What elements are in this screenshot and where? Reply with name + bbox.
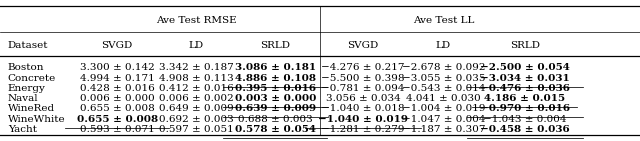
Text: 0.688 ± 0.003: 0.688 ± 0.003	[238, 115, 312, 124]
Text: −1.043 ± 0.004: −1.043 ± 0.004	[483, 115, 566, 124]
Text: 3.300 ± 0.142: 3.300 ± 0.142	[80, 63, 154, 72]
Text: WineRed: WineRed	[8, 104, 55, 114]
Text: −1.187 ± 0.307: −1.187 ± 0.307	[402, 125, 485, 134]
Text: −2.678 ± 0.092: −2.678 ± 0.092	[402, 63, 485, 72]
Text: −0.781 ± 0.094: −0.781 ± 0.094	[321, 84, 404, 93]
Text: Ave Test RMSE: Ave Test RMSE	[156, 16, 236, 25]
Text: Naval: Naval	[8, 94, 38, 103]
Text: Ave Test LL: Ave Test LL	[413, 16, 474, 25]
Text: 4.994 ± 0.171: 4.994 ± 0.171	[80, 74, 154, 83]
Text: 3.086 ± 0.181: 3.086 ± 0.181	[235, 63, 316, 72]
Text: 0.655 ± 0.008: 0.655 ± 0.008	[80, 104, 154, 114]
Text: 0.597 ± 0.051: 0.597 ± 0.051	[159, 125, 234, 134]
Text: 3.056 ± 0.034: 3.056 ± 0.034	[326, 94, 400, 103]
Text: 0.003 ± 0.000: 0.003 ± 0.000	[234, 94, 316, 103]
Text: −4.276 ± 0.217: −4.276 ± 0.217	[321, 63, 404, 72]
Text: −5.500 ± 0.398: −5.500 ± 0.398	[321, 74, 404, 83]
Text: Boston: Boston	[8, 63, 44, 72]
Text: −3.055 ± 0.035: −3.055 ± 0.035	[402, 74, 485, 83]
Text: −2.500 ± 0.054: −2.500 ± 0.054	[480, 63, 570, 72]
Text: 0.412 ± 0.016: 0.412 ± 0.016	[159, 84, 234, 93]
Text: WineWhite: WineWhite	[8, 115, 65, 124]
Text: −0.543 ± 0.014: −0.543 ± 0.014	[402, 84, 485, 93]
Text: −3.034 ± 0.031: −3.034 ± 0.031	[480, 74, 570, 83]
Text: 0.006 ± 0.000: 0.006 ± 0.000	[80, 94, 154, 103]
Text: 4.886 ± 0.108: 4.886 ± 0.108	[235, 74, 316, 83]
Text: −0.476 ± 0.036: −0.476 ± 0.036	[480, 84, 570, 93]
Text: 4.041 ± 0.030: 4.041 ± 0.030	[406, 94, 481, 103]
Text: Yacht: Yacht	[8, 125, 36, 134]
Text: SVGD: SVGD	[102, 41, 132, 50]
Text: −1.004 ± 0.019: −1.004 ± 0.019	[402, 104, 485, 114]
Text: SRLD: SRLD	[510, 41, 540, 50]
Text: 0.655 ± 0.008: 0.655 ± 0.008	[77, 115, 157, 124]
Text: LD: LD	[189, 41, 204, 50]
Text: −1.047 ± 0.004: −1.047 ± 0.004	[402, 115, 485, 124]
Text: 3.342 ± 0.187: 3.342 ± 0.187	[159, 63, 234, 72]
Text: 0.692 ± 0.003: 0.692 ± 0.003	[159, 115, 234, 124]
Text: Dataset: Dataset	[8, 41, 48, 50]
Text: SVGD: SVGD	[348, 41, 378, 50]
Text: 4.908 ± 0.113: 4.908 ± 0.113	[159, 74, 234, 83]
Text: 0.006 ± 0.002: 0.006 ± 0.002	[159, 94, 234, 103]
Text: 0.578 ± 0.054: 0.578 ± 0.054	[235, 125, 316, 134]
Text: −1.040 ± 0.018: −1.040 ± 0.018	[321, 104, 404, 114]
Text: −0.970 ± 0.016: −0.970 ± 0.016	[480, 104, 570, 114]
Text: 0.428 ± 0.016: 0.428 ± 0.016	[80, 84, 154, 93]
Text: Energy: Energy	[8, 84, 45, 93]
Text: −1.040 ± 0.019: −1.040 ± 0.019	[318, 115, 408, 124]
Text: 0.639 ± 0.009: 0.639 ± 0.009	[235, 104, 316, 114]
Text: Concrete: Concrete	[8, 74, 56, 83]
Text: LD: LD	[436, 41, 451, 50]
Text: SRLD: SRLD	[260, 41, 290, 50]
Text: −0.458 ± 0.036: −0.458 ± 0.036	[480, 125, 570, 134]
Text: 0.649 ± 0.009: 0.649 ± 0.009	[159, 104, 234, 114]
Text: −1.281 ± 0.279: −1.281 ± 0.279	[321, 125, 404, 134]
Text: 0.395 ± 0.016: 0.395 ± 0.016	[235, 84, 316, 93]
Text: 4.186 ± 0.015: 4.186 ± 0.015	[484, 94, 565, 103]
Text: 0.593 ± 0.071: 0.593 ± 0.071	[80, 125, 154, 134]
